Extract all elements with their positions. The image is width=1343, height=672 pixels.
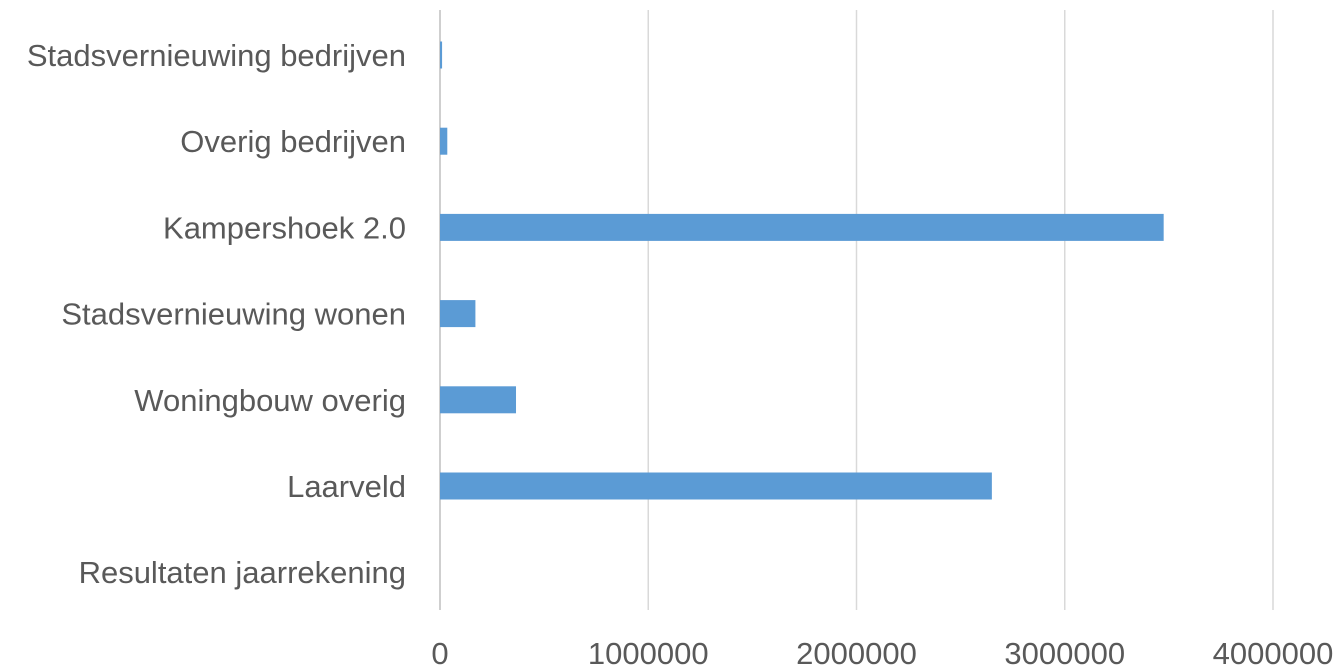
bar (440, 472, 992, 500)
category-label: Stadsvernieuwing bedrijven (27, 38, 406, 73)
bar (440, 213, 1164, 241)
x-tick-label: 1000000 (588, 636, 709, 671)
category-label: Stadsvernieuwing wonen (61, 297, 406, 332)
bar (440, 300, 476, 328)
x-tick-label: 2000000 (796, 636, 917, 671)
category-label: Kampershoek 2.0 (163, 210, 406, 245)
x-tick-label: 3000000 (1004, 636, 1125, 671)
category-label: Overig bedrijven (180, 124, 406, 159)
x-tick-label: 0 (431, 636, 448, 671)
category-label: Woningbouw overig (134, 383, 406, 418)
bar (440, 127, 448, 155)
bar (440, 386, 517, 414)
x-tick-label: 4000000 (1213, 636, 1334, 671)
category-label: Laarveld (287, 469, 406, 504)
category-label: Resultaten jaarrekening (79, 555, 406, 590)
bar (440, 41, 443, 69)
